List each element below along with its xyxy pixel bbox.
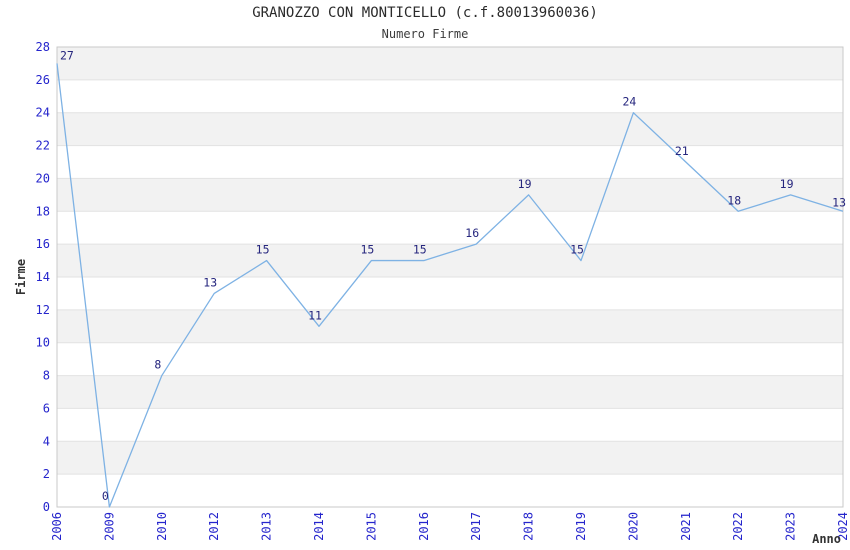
y-tick-label: 16 [36, 237, 50, 251]
plot-band [57, 375, 843, 409]
plot-band [57, 244, 843, 277]
y-tick-label: 6 [43, 401, 50, 415]
plot-band [57, 178, 843, 212]
y-tick-label: 18 [36, 204, 50, 218]
data-point-label: 15 [256, 243, 270, 257]
x-tick-label: 2020 [626, 512, 640, 541]
chart-title: GRANOZZO CON MONTICELLO (c.f.80013960036… [252, 5, 598, 21]
x-tick-label: 2017 [469, 512, 483, 541]
x-axis-title: Anno [812, 532, 841, 546]
x-tick-label: 2019 [574, 512, 588, 541]
x-tick-label: 2023 [784, 512, 798, 541]
plot-band [57, 112, 843, 146]
data-line [56, 63, 844, 508]
data-point-label: 19 [780, 177, 794, 191]
data-point-label: 11 [308, 308, 322, 322]
y-tick-label: 0 [43, 500, 50, 514]
x-tick-label: 2021 [679, 512, 693, 541]
data-point-label: 15 [413, 243, 427, 257]
y-tick-label: 2 [43, 467, 50, 481]
plot-band [57, 309, 843, 343]
x-tick-label: 2018 [522, 512, 536, 541]
x-tick-label: 2016 [417, 512, 431, 541]
data-point-label: 13 [203, 275, 217, 289]
data-point-label: 24 [622, 95, 636, 109]
y-tick-label: 14 [36, 270, 50, 284]
x-tick-label: 2006 [50, 512, 64, 541]
y-tick-label: 12 [36, 303, 50, 317]
y-tick-label: 20 [36, 171, 50, 185]
x-tick-label: 2010 [155, 512, 169, 541]
x-tick-label: 2012 [207, 512, 221, 541]
data-point-label: 15 [360, 243, 374, 257]
data-point-label: 13 [832, 195, 846, 209]
chart-subtitle: Numero Firme [381, 27, 469, 41]
y-tick-label: 10 [36, 336, 50, 350]
data-point-label: 27 [60, 48, 74, 62]
plot-border [56, 46, 844, 508]
data-point-label: 19 [518, 177, 532, 191]
y-tick-label: 24 [36, 106, 50, 120]
x-tick-label: 2009 [102, 512, 116, 541]
y-tick-label: 22 [36, 139, 50, 153]
data-point-label: 8 [154, 358, 161, 372]
data-point-label: 0 [102, 489, 109, 503]
x-tick-label: 2013 [260, 512, 274, 541]
data-point-label: 15 [570, 243, 584, 257]
y-axis-title: Firme [14, 259, 28, 295]
x-tick-label: 2022 [731, 512, 745, 541]
plot-band [57, 441, 843, 475]
data-point-label: 21 [675, 144, 689, 158]
y-tick-label: 26 [36, 73, 50, 87]
y-tick-label: 28 [36, 40, 50, 54]
plot-band [57, 47, 843, 80]
x-tick-label: 2015 [364, 512, 378, 541]
x-tick-label: 2024 [836, 512, 850, 541]
data-point-label: 18 [727, 193, 741, 207]
data-point-label: 16 [465, 226, 479, 240]
y-tick-label: 8 [43, 369, 50, 383]
x-tick-label: 2014 [312, 512, 326, 541]
y-tick-label: 4 [43, 434, 50, 448]
